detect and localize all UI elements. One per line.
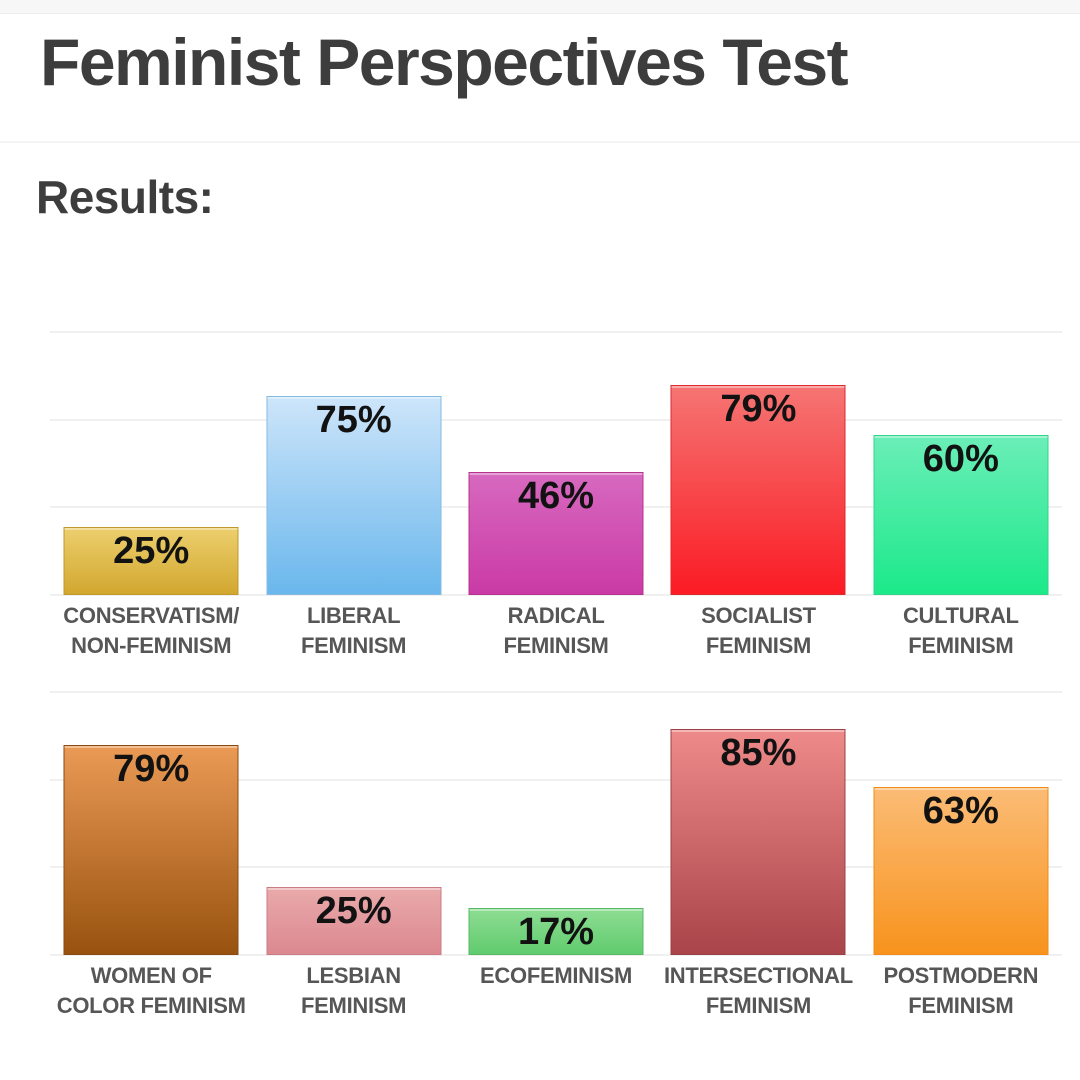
chart-column-cultural-feminism: 60% [860, 332, 1062, 595]
plot-area-row-1: 25% 75% 46% 79% 60% [50, 331, 1062, 596]
bar-columns: 25% 75% 46% 79% 60% [50, 332, 1062, 595]
gridline [50, 778, 1062, 781]
category-label-line: CULTURAL [902, 603, 1019, 628]
bar-women-of-color-feminism: 79% [63, 745, 239, 955]
category-label-line: ECOFEMINISM [480, 963, 632, 988]
gridline [50, 331, 1062, 333]
chart-column-socialist-feminism: 79% [657, 332, 859, 595]
category-label-postmodern-feminism: POSTMODERN FEMINISM [860, 961, 1062, 1021]
gridline [50, 691, 1062, 693]
value-label-ecofeminism: 17% [517, 911, 595, 954]
value-label-women-of-color-feminism: 79% [113, 748, 190, 791]
bar-conservatism-non-feminism: 25% [63, 527, 239, 595]
gridline [50, 866, 1062, 869]
category-label-line: LIBERAL [306, 603, 401, 628]
category-label-women-of-color-feminism: WOMEN OF COLOR FEMINISM [50, 961, 252, 1021]
category-label-line: FEMINISM [908, 633, 1014, 658]
category-label-ecofeminism: ECOFEMINISM [455, 961, 657, 1021]
chart-column-postmodern-feminism: 63% [860, 692, 1062, 955]
value-label-conservatism-non-feminism: 25% [113, 530, 190, 573]
category-label-line: COLOR FEMINISM [56, 993, 246, 1018]
value-label-intersectional-feminism: 85% [720, 732, 797, 775]
bar-chart-top-row: 25% 75% 46% 79% 60% CONSERVATISM/NON-FEMINISM… [50, 331, 1062, 661]
value-label-postmodern-feminism: 63% [922, 790, 999, 833]
bar-cultural-feminism: 60% [873, 435, 1049, 595]
chart-column-ecofeminism: 17% [455, 692, 657, 955]
value-label-lesbian-feminism: 25% [315, 890, 392, 933]
category-label-line: FEMINISM [908, 993, 1014, 1018]
category-label-socialist-feminism: SOCIALIST FEMINISM [657, 601, 859, 661]
page-title: Feminist Perspectives Test [40, 25, 849, 99]
chart-column-lesbian-feminism: 25% [252, 692, 454, 955]
top-strip [0, 0, 1080, 14]
category-label-line: FEMINISM [301, 633, 407, 658]
category-label-line: LESBIAN [306, 963, 401, 988]
category-label-line: INTERSECTIONAL [663, 963, 853, 988]
bar-radical-feminism: 46% [468, 472, 644, 595]
category-labels-row-2: WOMEN OF COLOR FEMINISM LESBIAN FEMINISM ECO… [50, 961, 1062, 1021]
results-heading: Results: [36, 171, 214, 223]
category-label-line: NON-FEMINISM [71, 633, 232, 658]
bar-liberal-feminism: 75% [266, 395, 442, 595]
category-label-line: RADICAL [507, 603, 605, 628]
bar-intersectional-feminism: 85% [670, 729, 846, 955]
category-label-conservatism-non-feminism: CONSERVATISM/NON-FEMINISM [50, 601, 252, 661]
category-label-line: FEMINISM [301, 993, 407, 1018]
section-divider [0, 141, 1080, 143]
category-label-lesbian-feminism: LESBIAN FEMINISM [252, 961, 454, 1021]
category-label-line: CONSERVATISM/ [63, 603, 240, 628]
chart-column-liberal-feminism: 75% [252, 332, 454, 595]
chart-column-intersectional-feminism: 85% [657, 692, 859, 955]
category-label-intersectional-feminism: INTERSECTIONAL FEMINISM [657, 961, 859, 1021]
plot-area-row-2: 79% 25% 17% 85% 63% [50, 691, 1062, 956]
bar-ecofeminism: 17% [468, 908, 644, 955]
category-label-line: FEMINISM [705, 993, 811, 1018]
category-label-line: POSTMODERN [883, 963, 1039, 988]
bar-postmodern-feminism: 63% [873, 787, 1049, 955]
chart-column-conservatism-non-feminism: 25% [50, 332, 252, 595]
bar-columns: 79% 25% 17% 85% 63% [50, 692, 1062, 955]
category-label-line: FEMINISM [705, 633, 811, 658]
category-label-line: FEMINISM [503, 633, 609, 658]
value-label-radical-feminism: 46% [517, 475, 595, 518]
bar-socialist-feminism: 79% [670, 385, 846, 595]
category-label-liberal-feminism: LIBERAL FEMINISM [252, 601, 454, 661]
category-label-line: SOCIALIST [701, 603, 816, 628]
bar-lesbian-feminism: 25% [266, 887, 442, 955]
gridline [50, 418, 1062, 421]
category-label-cultural-feminism: CULTURAL FEMINISM [860, 601, 1062, 661]
gridline [50, 954, 1062, 956]
bar-chart-bottom-row: 79% 25% 17% 85% 63% WOMEN OF COLOR FEMINISM LES… [50, 691, 1062, 1021]
value-label-cultural-feminism: 60% [922, 438, 999, 481]
chart-column-radical-feminism: 46% [455, 332, 657, 595]
value-label-liberal-feminism: 75% [315, 398, 392, 441]
category-label-line: WOMEN OF [90, 963, 212, 988]
chart-column-women-of-color-feminism: 79% [50, 692, 252, 955]
gridline [50, 594, 1062, 596]
value-label-socialist-feminism: 79% [720, 388, 797, 431]
category-label-radical-feminism: RADICAL FEMINISM [455, 601, 657, 661]
category-labels-row-1: CONSERVATISM/NON-FEMINISM LIBERAL FEMINISM… [50, 601, 1062, 661]
